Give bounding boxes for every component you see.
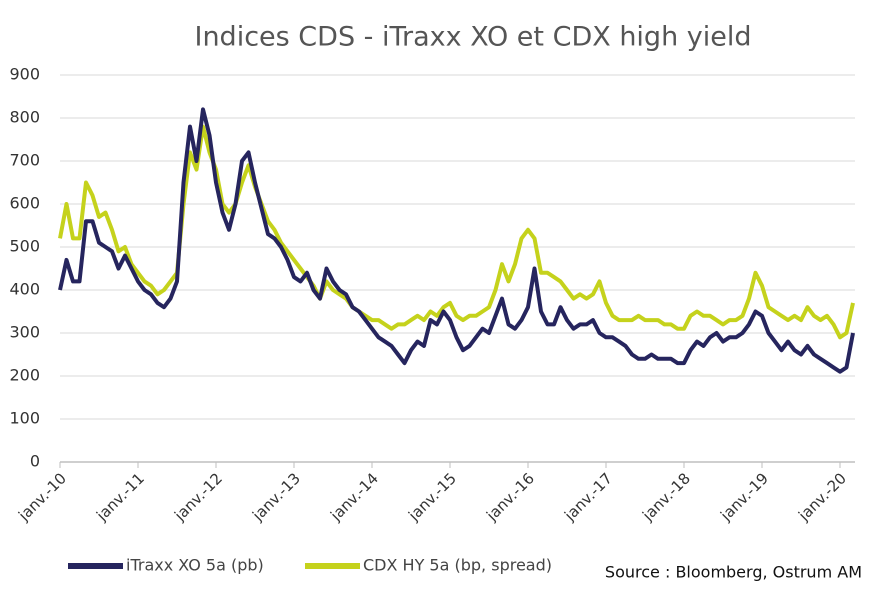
y-tick-label: 400 — [9, 280, 40, 299]
y-tick-label: 700 — [9, 151, 40, 170]
y-tick-label: 200 — [9, 366, 40, 385]
series-line — [58, 107, 855, 374]
legend-label: CDX HY 5a (bp, spread) — [363, 556, 552, 575]
y-tick-label: 900 — [9, 65, 40, 84]
y-tick-label: 600 — [9, 194, 40, 213]
legend-label: iTraxx XO 5a (pb) — [126, 556, 264, 575]
y-tick-label: 800 — [9, 108, 40, 127]
series-line — [58, 124, 855, 340]
y-tick-label: 0 — [30, 452, 40, 471]
y-tick-label: 500 — [9, 237, 40, 256]
source-note: Source : Bloomberg, Ostrum AM — [605, 563, 862, 582]
y-tick-label: 100 — [9, 409, 40, 428]
y-tick-label: 300 — [9, 323, 40, 342]
chart-title: Indices CDS - iTraxx XO et CDX high yiel… — [194, 22, 751, 53]
